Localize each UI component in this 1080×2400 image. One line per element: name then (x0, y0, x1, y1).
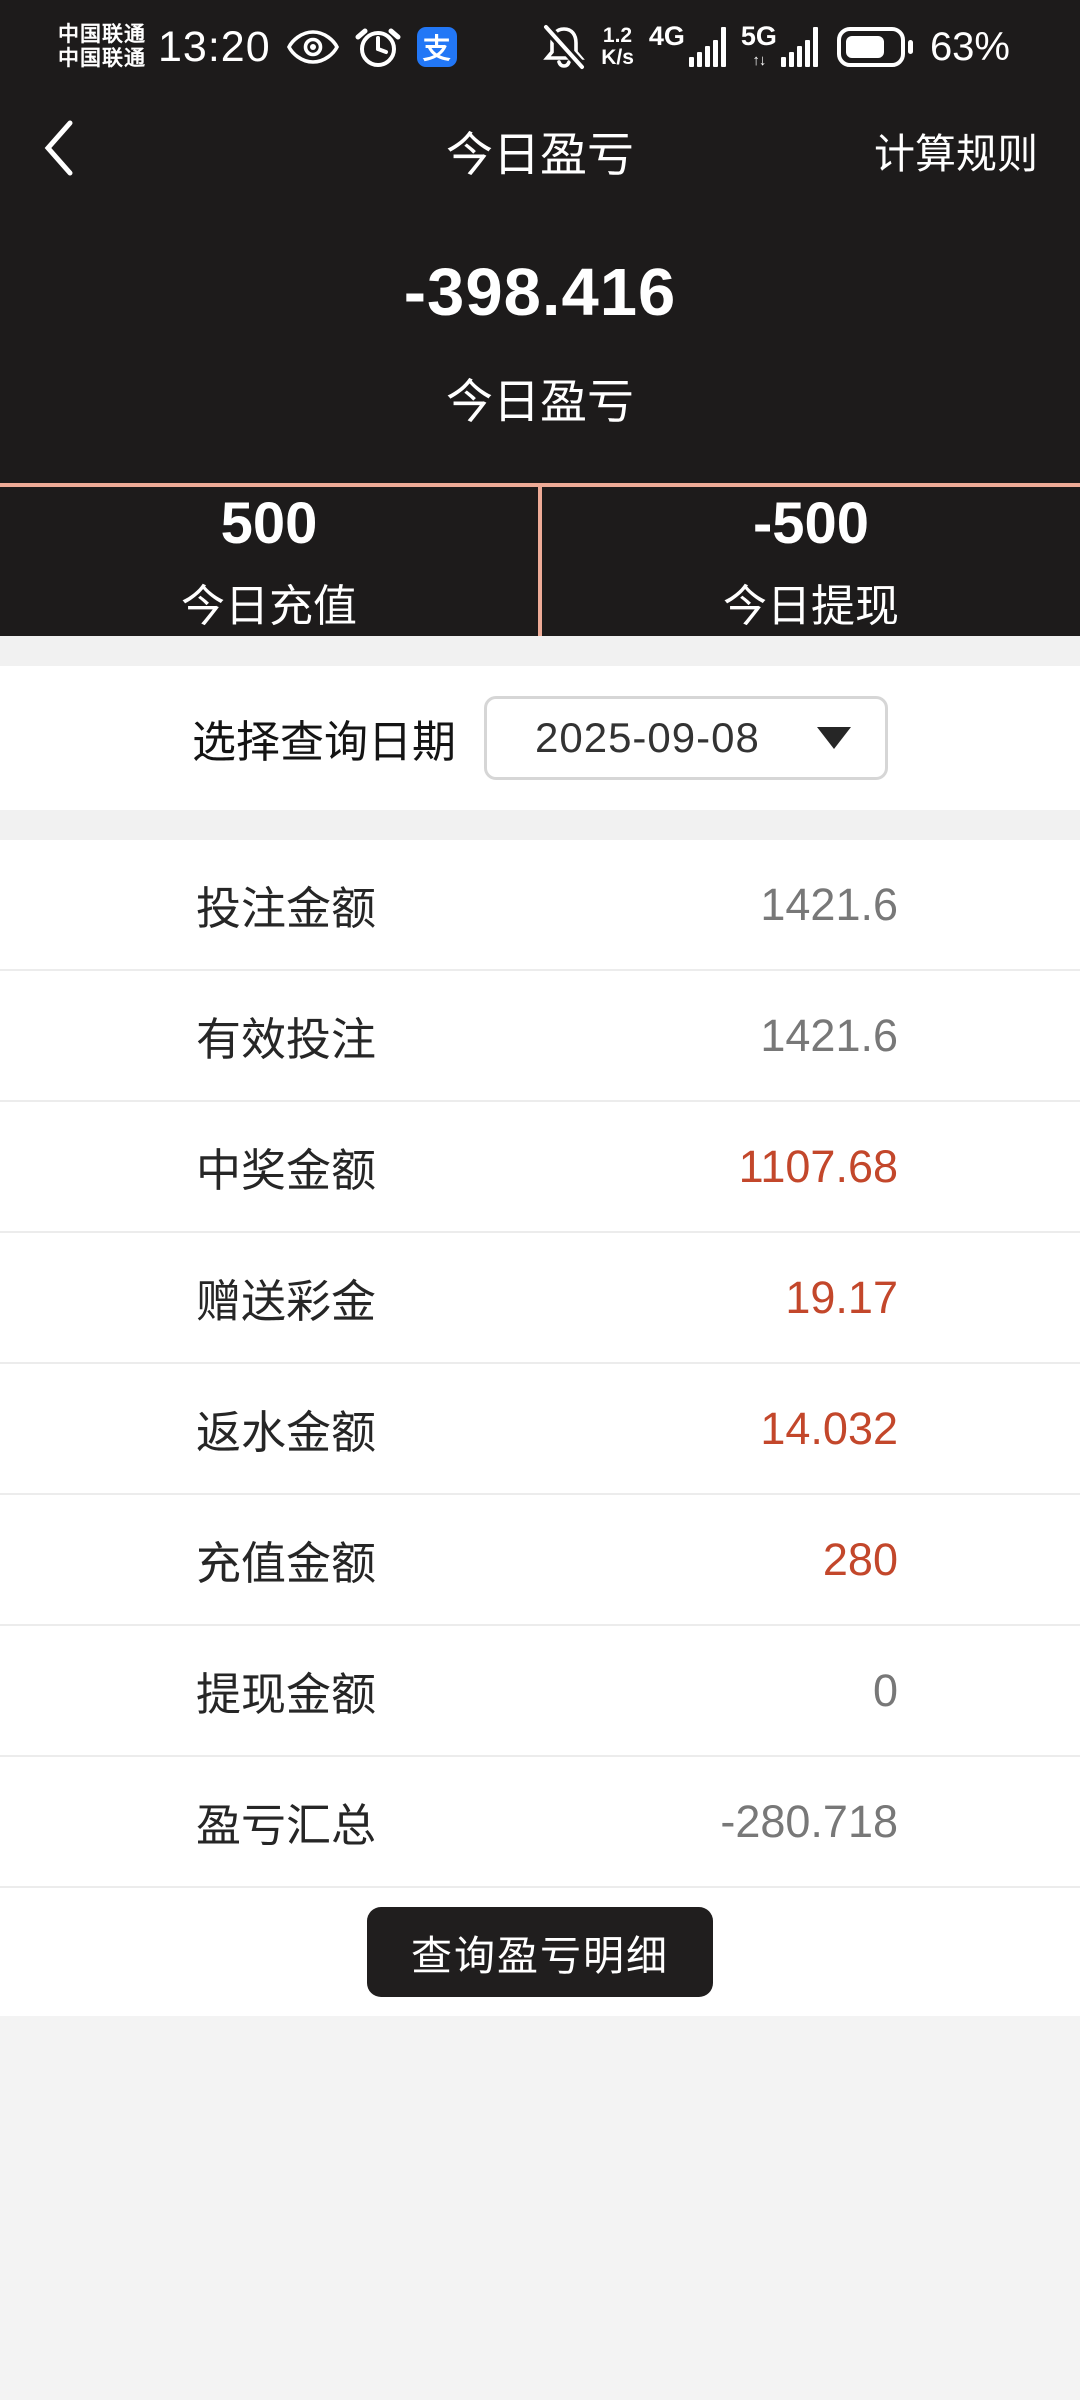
data-activity-arrows-icon: ↑↓ (752, 52, 766, 69)
today-pnl-label: 今日盈亏 (446, 375, 634, 428)
network-speed: 1.2 K/s (601, 23, 634, 69)
carrier-labels: 中国联通 中国联通 (58, 23, 146, 71)
detail-row: 赠送彩金 19.17 (0, 1233, 1080, 1364)
today-pnl-amount: -398.416 (403, 255, 677, 330)
page-title: 今日盈亏 (446, 127, 634, 181)
section-gap (0, 810, 1080, 840)
detail-row: 盈亏汇总 -280.718 (0, 1757, 1080, 1888)
sim2-network-label: 5G (740, 21, 777, 51)
date-picker-label: 选择查询日期 (192, 718, 456, 767)
eye-icon (286, 28, 339, 66)
bottom-background (0, 2016, 1080, 2400)
detail-row-label: 充值金额 (196, 1538, 377, 1589)
calc-rules-link[interactable]: 计算规则 (874, 131, 1038, 177)
sim1-network-label: 4G (648, 21, 685, 51)
detail-row-value: 1421.6 (760, 1009, 898, 1061)
button-section: 查询盈亏明细 (0, 1888, 1080, 2016)
detail-row-value: -280.718 (720, 1795, 898, 1847)
signal-sim2: 5G ↑↓ (741, 23, 818, 71)
carrier-sim1: 中国联通 (58, 22, 146, 46)
status-bar: 中国联通 中国联通 13:20 支 (0, 0, 1080, 78)
alipay-icon: 支 (416, 27, 457, 67)
query-pnl-details-button[interactable]: 查询盈亏明细 (367, 1907, 713, 1997)
detail-row: 有效投注 1421.6 (0, 971, 1080, 1102)
back-chevron-icon (42, 119, 74, 182)
detail-row-label: 中奖金额 (196, 1145, 377, 1196)
detail-row: 充值金额 280 (0, 1495, 1080, 1626)
signal-sim1: 4G (649, 23, 726, 71)
detail-row: 中奖金额 1107.68 (0, 1102, 1080, 1233)
signal-bars-icon (688, 23, 726, 69)
detail-row-label: 投注金额 (196, 883, 377, 934)
date-dropdown[interactable]: 2025-09-08 (484, 696, 888, 780)
today-deposit-cell: 500 今日充值 (0, 487, 538, 636)
detail-row: 投注金额 1421.6 (0, 840, 1080, 971)
detail-row-label: 提现金额 (196, 1669, 377, 1720)
today-withdraw-label: 今日提现 (723, 581, 899, 631)
navbar: 今日盈亏 计算规则 (0, 102, 1080, 198)
today-deposit-label: 今日充值 (181, 581, 357, 631)
date-dropdown-value: 2025-09-08 (535, 714, 760, 761)
signal-bars-icon (780, 23, 818, 69)
today-withdraw-value: -500 (752, 490, 870, 556)
detail-row-label: 盈亏汇总 (196, 1800, 377, 1851)
top-dark-panel: 中国联通 中国联通 13:20 支 (0, 0, 1080, 636)
today-withdraw-cell: -500 今日提现 (538, 487, 1080, 636)
back-button[interactable] (42, 119, 102, 182)
detail-row-value: 14.032 (760, 1402, 898, 1454)
dropdown-caret-icon (817, 727, 851, 749)
detail-row-value: 0 (872, 1664, 898, 1716)
detail-row-label: 有效投注 (196, 1014, 377, 1065)
summary-row: 500 今日充值 -500 今日提现 (0, 483, 1080, 636)
detail-row: 返水金额 14.032 (0, 1364, 1080, 1495)
notifications-off-icon (542, 24, 587, 70)
detail-row-value: 1421.6 (760, 878, 898, 930)
date-picker-row: 选择查询日期 2025-09-08 (0, 666, 1080, 810)
today-deposit-value: 500 (220, 490, 318, 556)
section-gap (0, 636, 1080, 666)
detail-row: 提现金额 0 (0, 1626, 1080, 1757)
detail-row-value: 280 (822, 1533, 898, 1585)
detail-row-label: 返水金额 (196, 1407, 377, 1458)
clock: 13:20 (158, 22, 271, 71)
battery-percent: 63% (929, 24, 1010, 69)
status-bar-right: 1.2 K/s 4G (542, 23, 1010, 71)
carrier-sim2: 中国联通 (58, 47, 146, 70)
battery-icon (836, 26, 915, 68)
alarm-icon (355, 24, 401, 70)
detail-row-label: 赠送彩金 (196, 1276, 377, 1327)
hero: -398.416 今日盈亏 (0, 254, 1080, 432)
details-list: 投注金额 1421.6 有效投注 1421.6 中奖金额 1107.68 赠送彩… (0, 840, 1080, 1888)
detail-row-value: 19.17 (785, 1271, 898, 1323)
detail-row-value: 1107.68 (738, 1140, 898, 1192)
